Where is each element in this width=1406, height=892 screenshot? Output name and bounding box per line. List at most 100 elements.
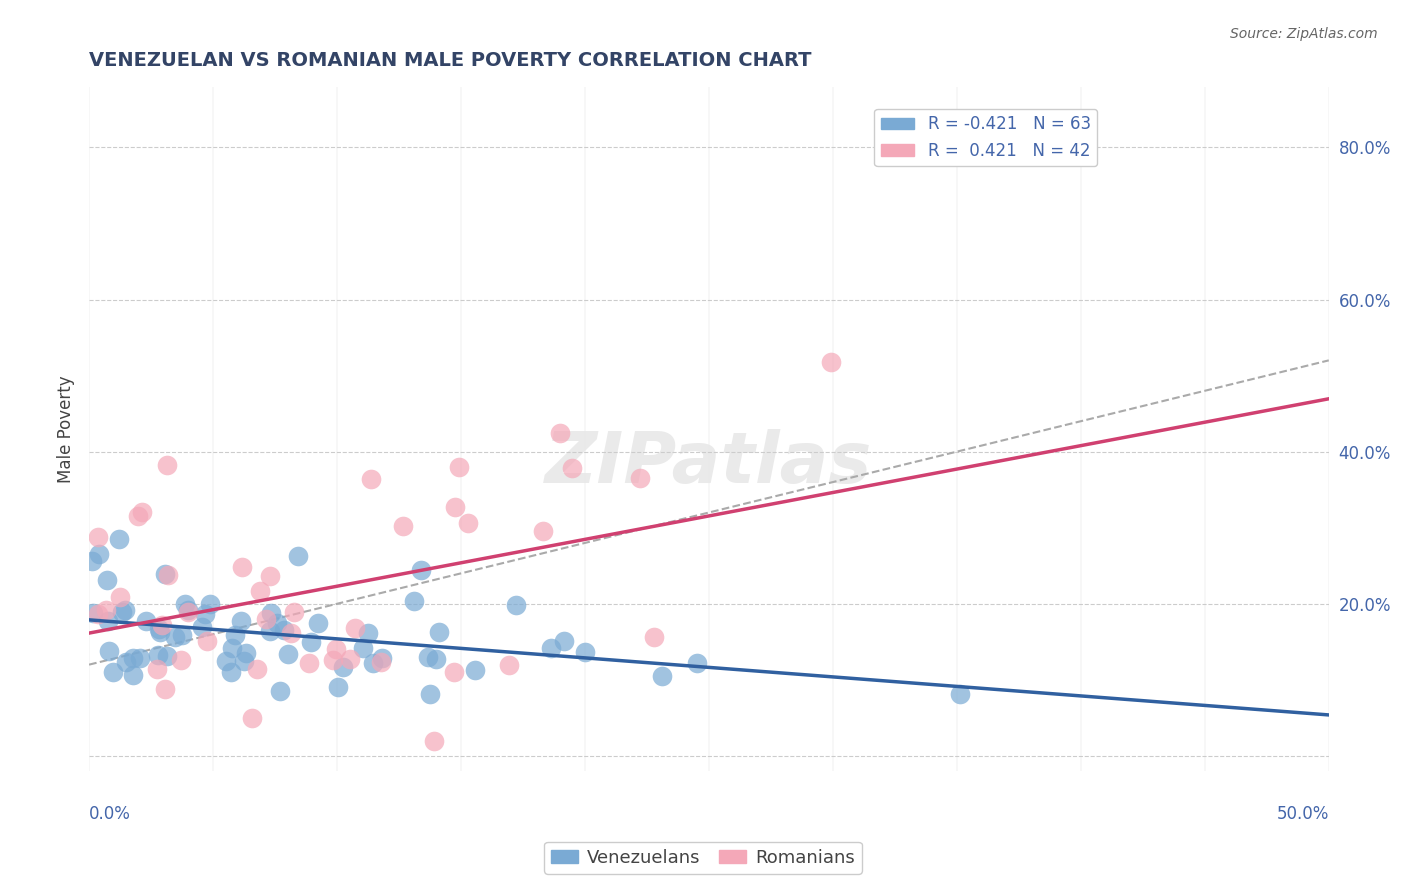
Point bbox=[427, 624, 450, 639]
Point bbox=[423, 733, 446, 747]
Point bbox=[402, 594, 425, 608]
Point bbox=[87, 548, 110, 562]
Point bbox=[233, 654, 256, 668]
Point bbox=[361, 657, 384, 671]
Point bbox=[150, 618, 173, 632]
Point bbox=[298, 657, 321, 671]
Point bbox=[344, 621, 367, 635]
Point bbox=[195, 633, 218, 648]
Point bbox=[155, 566, 177, 581]
Point bbox=[949, 687, 972, 701]
Point bbox=[498, 658, 520, 673]
Point bbox=[283, 605, 305, 619]
Point bbox=[114, 603, 136, 617]
Point bbox=[127, 509, 149, 524]
Point bbox=[231, 560, 253, 574]
Point bbox=[240, 711, 263, 725]
Point bbox=[156, 648, 179, 663]
Point bbox=[80, 554, 103, 568]
Point bbox=[235, 647, 257, 661]
Point bbox=[449, 459, 471, 474]
Point bbox=[122, 650, 145, 665]
Point bbox=[425, 651, 447, 665]
Point bbox=[215, 654, 238, 668]
Point bbox=[110, 605, 132, 619]
Point bbox=[221, 640, 243, 655]
Point bbox=[419, 687, 441, 701]
Point bbox=[360, 472, 382, 486]
Point bbox=[146, 648, 169, 662]
Text: ZIPatlas: ZIPatlas bbox=[546, 428, 873, 498]
Point bbox=[357, 626, 380, 640]
Point bbox=[149, 625, 172, 640]
Point bbox=[146, 661, 169, 675]
Point bbox=[651, 668, 673, 682]
Point bbox=[254, 612, 277, 626]
Point bbox=[156, 458, 179, 472]
Point bbox=[531, 524, 554, 538]
Point bbox=[87, 607, 110, 622]
Point bbox=[540, 641, 562, 656]
Point bbox=[370, 651, 392, 665]
Point bbox=[163, 630, 186, 644]
Point bbox=[224, 628, 246, 642]
Point bbox=[277, 648, 299, 662]
Point bbox=[287, 549, 309, 563]
Point bbox=[87, 530, 110, 544]
Legend: R = -0.421   N = 63, R =  0.421   N = 42: R = -0.421 N = 63, R = 0.421 N = 42 bbox=[875, 109, 1097, 166]
Point bbox=[177, 605, 200, 619]
Point bbox=[266, 615, 288, 630]
Point bbox=[628, 471, 651, 485]
Point bbox=[411, 563, 433, 577]
Text: VENEZUELAN VS ROMANIAN MALE POVERTY CORRELATION CHART: VENEZUELAN VS ROMANIAN MALE POVERTY CORR… bbox=[89, 51, 811, 70]
Point bbox=[418, 650, 440, 665]
Point bbox=[259, 569, 281, 583]
Point bbox=[174, 597, 197, 611]
Point bbox=[101, 665, 124, 680]
Point bbox=[561, 461, 583, 475]
Point bbox=[444, 500, 467, 514]
Point bbox=[332, 659, 354, 673]
Point bbox=[686, 656, 709, 670]
Point bbox=[128, 651, 150, 665]
Point bbox=[191, 619, 214, 633]
Point bbox=[156, 567, 179, 582]
Point bbox=[643, 631, 665, 645]
Point bbox=[96, 573, 118, 587]
Text: Source: ZipAtlas.com: Source: ZipAtlas.com bbox=[1230, 27, 1378, 41]
Point bbox=[131, 505, 153, 519]
Text: 50.0%: 50.0% bbox=[1277, 805, 1329, 823]
Point bbox=[322, 653, 344, 667]
Point bbox=[260, 606, 283, 620]
Point bbox=[370, 656, 392, 670]
Point bbox=[820, 355, 842, 369]
Point bbox=[82, 607, 104, 621]
Point bbox=[114, 655, 136, 669]
Point bbox=[170, 628, 193, 642]
Point bbox=[574, 645, 596, 659]
Point bbox=[326, 680, 349, 694]
Y-axis label: Male Poverty: Male Poverty bbox=[58, 375, 75, 483]
Point bbox=[97, 614, 120, 628]
Point bbox=[194, 607, 217, 621]
Point bbox=[249, 584, 271, 599]
Point bbox=[97, 644, 120, 658]
Point bbox=[148, 622, 170, 636]
Point bbox=[505, 598, 527, 612]
Point bbox=[443, 665, 465, 680]
Point bbox=[108, 590, 131, 604]
Point bbox=[301, 634, 323, 648]
Legend: Venezuelans, Romanians: Venezuelans, Romanians bbox=[544, 842, 862, 874]
Point bbox=[121, 667, 143, 681]
Text: 0.0%: 0.0% bbox=[89, 805, 131, 823]
Point bbox=[307, 616, 329, 631]
Point bbox=[229, 614, 252, 628]
Point bbox=[246, 662, 269, 676]
Point bbox=[259, 624, 281, 639]
Point bbox=[177, 603, 200, 617]
Point bbox=[457, 516, 479, 531]
Point bbox=[135, 614, 157, 628]
Point bbox=[280, 625, 302, 640]
Point bbox=[464, 663, 486, 677]
Point bbox=[170, 653, 193, 667]
